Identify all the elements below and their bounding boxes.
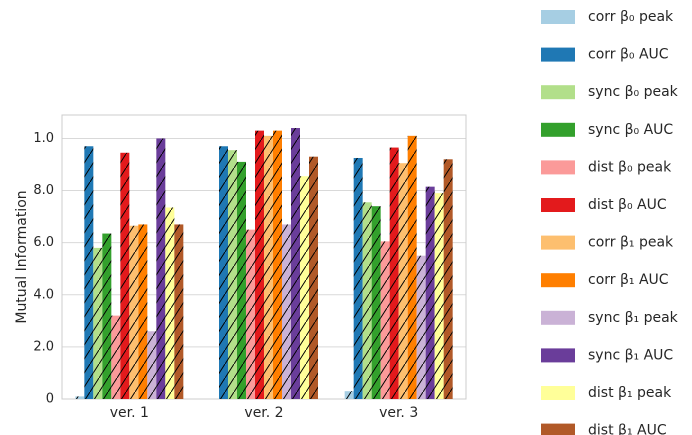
bar <box>129 225 139 399</box>
legend-swatch <box>541 235 575 250</box>
x-tick-label: ver. 2 <box>244 405 283 421</box>
bar <box>291 128 300 399</box>
bar <box>120 152 130 399</box>
bar <box>111 315 121 399</box>
x-tick-label: ver. 1 <box>110 405 149 421</box>
legend-swatch <box>541 85 575 100</box>
legend-label: dist β₀ peak <box>588 159 672 175</box>
bar <box>219 146 228 399</box>
legend-label: corr β₁ peak <box>588 235 674 251</box>
legend-swatch <box>541 198 575 212</box>
bar <box>147 331 157 399</box>
y-axis-label: Mutual Information <box>14 190 30 323</box>
legend-label: corr β₁ AUC <box>588 272 669 288</box>
bar <box>362 202 372 399</box>
bar <box>273 130 282 399</box>
legend-swatch <box>541 423 575 435</box>
bar <box>282 224 291 399</box>
bar <box>246 229 255 399</box>
bar <box>309 156 318 399</box>
bar <box>416 255 426 399</box>
bar <box>156 138 166 400</box>
legend-swatch <box>541 386 575 400</box>
bar <box>443 159 453 399</box>
bar <box>425 186 435 399</box>
legend-label: dist β₁ AUC <box>588 423 667 435</box>
legend-label: corr β₀ AUC <box>588 47 669 63</box>
bar <box>165 207 175 399</box>
bar <box>344 391 354 399</box>
y-tick-label: 6.0 <box>33 235 54 250</box>
bar <box>102 233 112 399</box>
y-tick-label: 2.0 <box>33 339 54 354</box>
bar <box>300 176 309 399</box>
legend-swatch <box>541 160 575 175</box>
x-tick-label: ver. 3 <box>379 405 418 421</box>
bar <box>371 206 381 399</box>
legend-swatch <box>541 273 575 288</box>
legend-label: sync β₀ AUC <box>588 122 673 138</box>
bar <box>380 241 390 399</box>
legend-swatch <box>541 10 575 24</box>
legend-swatch <box>541 348 575 363</box>
bar <box>264 135 273 399</box>
legend-swatch <box>541 47 575 62</box>
bar <box>255 130 264 399</box>
bar <box>237 161 246 399</box>
legend-swatch <box>541 310 575 325</box>
legend-label: sync β₁ peak <box>588 310 679 326</box>
y-tick-label: 8.0 <box>33 183 54 198</box>
bar <box>434 193 444 399</box>
bar <box>174 224 184 399</box>
bar <box>93 247 103 399</box>
legend-swatch <box>541 122 575 137</box>
legend-label: dist β₁ peak <box>588 385 672 401</box>
bar <box>398 163 408 399</box>
bar <box>353 157 363 399</box>
y-tick-label: 4.0 <box>33 287 54 302</box>
y-tick-label: 0 <box>46 392 54 407</box>
bar <box>407 135 417 399</box>
legend-label: dist β₀ AUC <box>588 197 667 213</box>
legend-label: sync β₀ peak <box>588 84 679 100</box>
bar <box>84 146 94 399</box>
bar <box>389 147 399 399</box>
y-tick-label: 1.0 <box>33 131 54 146</box>
bar <box>228 150 237 399</box>
legend-label: sync β₁ AUC <box>588 347 673 363</box>
bar <box>75 396 85 399</box>
bar <box>138 224 148 399</box>
legend-label: corr β₀ peak <box>588 9 674 25</box>
